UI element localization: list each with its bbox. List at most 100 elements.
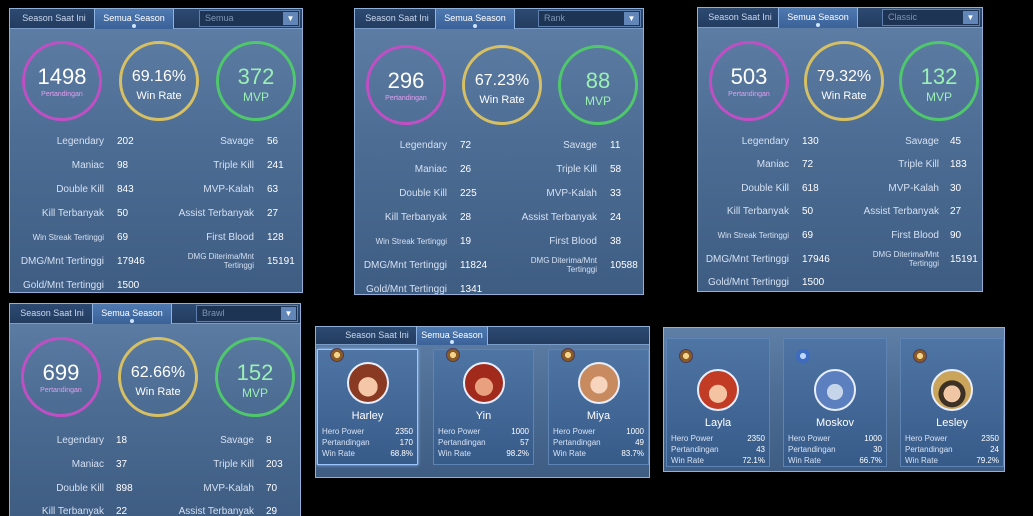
win-streak-label: Win Streak Tertinggi: [375, 237, 447, 246]
winrate-circle: 69.16% Win Rate: [119, 41, 199, 121]
legendary-value: 130: [802, 136, 819, 147]
season-tabbar: Season Saat Ini Semua Season: [316, 327, 649, 345]
dmg-mnt-label: DMG/Mnt Tertinggi: [20, 256, 104, 267]
assist-terbanyak-label: Assist Terbanyak: [178, 208, 254, 219]
mvp-value: 88: [585, 68, 611, 93]
tab-semua-season[interactable]: Semua Season: [94, 9, 174, 29]
legendary-value: 202: [117, 136, 134, 147]
chevron-down-icon: ▼: [963, 11, 978, 24]
triple-kill-label: Triple Kill: [213, 459, 254, 470]
tab-semua-season[interactable]: Semua Season: [416, 327, 488, 345]
matches-label: Pertandingan: [728, 91, 770, 98]
mode-dropdown[interactable]: Rank ▼: [538, 10, 641, 27]
hero-matches-label: Pertandingan: [322, 438, 370, 447]
legendary-label: Legendary: [741, 136, 789, 147]
hero-power-value: 1000: [511, 427, 529, 436]
maniac-value: 37: [116, 459, 128, 470]
hero-name: Yin: [475, 410, 492, 422]
double-kill-label: Double Kill: [399, 188, 447, 199]
stats-panel-brawl: Season Saat Ini Semua Season Brawl ▼ 699…: [9, 303, 301, 516]
double-kill-value: 225: [460, 188, 477, 199]
hero-power-row: Hero Power 2350: [322, 427, 413, 438]
tab-semua-season[interactable]: Semua Season: [92, 304, 172, 324]
mvp-kalah-value: 30: [950, 183, 962, 194]
tab-semua-season[interactable]: Semua Season: [778, 8, 858, 28]
gold-mnt-value: 1341: [460, 284, 483, 295]
mode-dropdown[interactable]: Classic ▼: [882, 9, 980, 26]
hero-name: Layla: [704, 417, 732, 429]
hero-winrate-row: Win Rate 66.7%: [788, 456, 882, 467]
winrate-value: 62.66%: [130, 364, 186, 381]
season-tabbar: Season Saat Ini Semua Season Rank ▼: [355, 9, 643, 29]
mode-dropdown[interactable]: Brawl ▼: [196, 305, 298, 322]
double-kill-label: Double Kill: [741, 183, 789, 194]
winrate-circle: 67.23% Win Rate: [462, 45, 542, 125]
mvp-kalah-label: MVP-Kalah: [888, 183, 939, 194]
hero-card-lesley[interactable]: Lesley Hero Power 2350 Pertandingan 24 Win…: [900, 338, 1004, 467]
winrate-label: Win Rate: [821, 90, 867, 102]
tab-season-saat-ini[interactable]: Season Saat Ini: [708, 12, 772, 22]
hero-power-label: Hero Power: [905, 434, 948, 443]
kill-terbanyak-value: 22: [116, 506, 128, 516]
gold-mnt-value: 1500: [117, 280, 140, 291]
hero-power-value: 1000: [626, 427, 644, 436]
kill-terbanyak-label: Kill Terbanyak: [41, 208, 104, 219]
savage-label: Savage: [905, 136, 939, 147]
hero-card-harley[interactable]: Harley Hero Power 2350 Pertandingan 170 Wi…: [317, 348, 418, 465]
mvp-kalah-value: 70: [266, 483, 278, 494]
hero-power-label: Hero Power: [438, 427, 481, 436]
triple-kill-value: 58: [610, 164, 622, 175]
hero-moskov-avatar: [814, 369, 856, 411]
hero-winrate-row: Win Rate 79.2%: [905, 456, 999, 467]
chevron-down-icon: ▼: [624, 12, 639, 25]
savage-value: 8: [266, 435, 272, 446]
winrate-value: 69.16%: [131, 68, 187, 85]
maniac-value: 26: [460, 164, 472, 175]
savage-value: 11: [610, 140, 621, 151]
mode-dropdown[interactable]: Semua ▼: [199, 10, 300, 27]
double-kill-label: Double Kill: [56, 184, 104, 195]
dmg-mnt-value: 17946: [802, 254, 830, 265]
triple-kill-label: Triple Kill: [213, 160, 254, 171]
double-kill-value: 898: [116, 483, 133, 494]
legendary-label: Legendary: [56, 136, 104, 147]
season-tabbar: Season Saat Ini Semua Season Brawl ▼: [10, 304, 300, 324]
mvp-kalah-label: MVP-Kalah: [203, 184, 254, 195]
hero-card-layla[interactable]: Layla Hero Power 2350 Pertandingan 43 Win …: [666, 338, 770, 467]
matches-circle: 296 Pertandingan: [366, 45, 446, 125]
win-streak-value: 69: [802, 230, 814, 241]
hero-matches-value: 24: [990, 445, 999, 454]
tab-season-saat-ini[interactable]: Season Saat Ini: [365, 13, 429, 23]
maniac-label: Maniac: [71, 459, 104, 470]
emblem-icon: [561, 348, 575, 362]
gold-mnt-label: Gold/Mnt Tertinggi: [23, 280, 104, 291]
win-streak-label: Win Streak Tertinggi: [717, 231, 789, 240]
hero-name: Miya: [586, 410, 611, 422]
tab-semua-season[interactable]: Semua Season: [435, 9, 515, 29]
maniac-label: Maniac: [71, 160, 104, 171]
emblem-icon: [446, 348, 460, 362]
hero-card-miya[interactable]: Miya Hero Power 1000 Pertandingan 49 Win R…: [548, 348, 649, 465]
hero-power-value: 1000: [864, 434, 882, 443]
hero-card-moskov[interactable]: Moskov Hero Power 1000 Pertandingan 30 Win…: [783, 338, 887, 467]
hero-winrate-row: Win Rate 68.8%: [322, 449, 413, 460]
mode-dropdown-value: Semua: [205, 13, 234, 23]
mvp-circle: 152 MVP: [215, 337, 295, 417]
tab-season-saat-ini[interactable]: Season Saat Ini: [22, 13, 86, 23]
dmg-diterima-label: DMG Diterima/Mnt Tertinggi: [530, 256, 597, 274]
hero-winrate-value: 83.7%: [621, 449, 644, 458]
maniac-label: Maniac: [756, 159, 789, 170]
savage-label: Savage: [220, 435, 254, 446]
emblem-icon: [330, 348, 344, 362]
assist-terbanyak-value: 24: [610, 212, 622, 223]
hero-matches-row: Pertandingan 170: [322, 438, 413, 449]
mvp-kalah-label: MVP-Kalah: [203, 483, 254, 494]
mvp-value: 372: [237, 64, 275, 89]
mvp-circle: 88 MVP: [558, 45, 638, 125]
hero-card-yin[interactable]: Yin Hero Power 1000 Pertandingan 57 Win Ra…: [433, 348, 534, 465]
matches-circle: 699 Pertandingan: [21, 337, 101, 417]
tab-season-saat-ini[interactable]: Season Saat Ini: [20, 308, 84, 318]
hero-lesley-avatar: [931, 369, 973, 411]
hero-name: Harley: [351, 410, 384, 422]
tab-season-saat-ini[interactable]: Season Saat Ini: [345, 330, 409, 340]
